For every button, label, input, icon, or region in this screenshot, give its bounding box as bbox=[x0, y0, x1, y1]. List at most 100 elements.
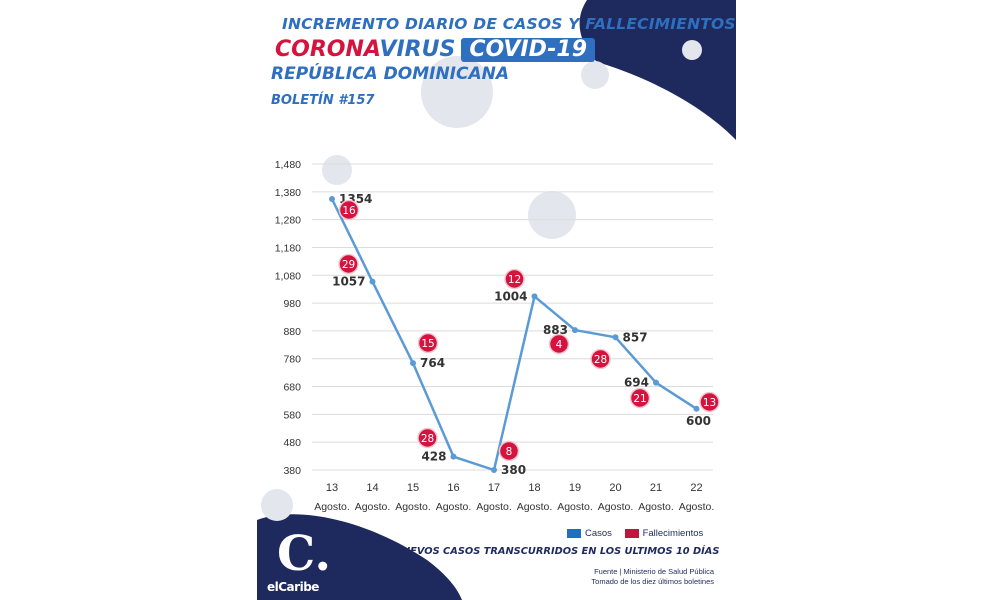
data-point-fallecimientos bbox=[417, 427, 438, 449]
data-label-casos: 428 bbox=[421, 450, 446, 464]
data-point-casos bbox=[531, 293, 538, 300]
legend-item-casos: Casos bbox=[567, 528, 612, 539]
coronavirus-title: CORONAVIRUS COVID-19 bbox=[275, 37, 596, 63]
data-label-casos: 1004 bbox=[494, 289, 527, 303]
virus-icon bbox=[581, 61, 609, 89]
data-label-fallecimientos: 28 bbox=[594, 354, 607, 366]
infographic-poster: INCREMENTO DIARIO DE CASOS Y FALLECIMIEN… bbox=[257, 0, 736, 600]
top-right-navy-shape bbox=[579, 0, 736, 140]
y-tick-label: 1,380 bbox=[275, 187, 301, 199]
x-tick-label: 21 bbox=[650, 482, 662, 494]
x-tick-sublabel: Agosto. bbox=[436, 501, 472, 513]
x-tick-label: 20 bbox=[609, 482, 621, 494]
data-label-fallecimientos: 29 bbox=[342, 259, 355, 271]
logo-letter: C. bbox=[277, 526, 332, 582]
x-tick-label: 22 bbox=[690, 482, 702, 494]
data-point-fallecimientos bbox=[504, 268, 525, 290]
y-tick-label: 880 bbox=[283, 326, 301, 338]
data-point-casos bbox=[612, 334, 619, 341]
data-label-fallecimientos: 13 bbox=[703, 397, 716, 409]
background-decoration bbox=[257, 0, 736, 600]
x-tick-sublabel: Agosto. bbox=[476, 501, 512, 513]
data-point-fallecimientos bbox=[338, 199, 360, 221]
bulletin-number: BOLETÍN #157 bbox=[271, 93, 375, 108]
x-tick-sublabel: Agosto. bbox=[314, 501, 350, 513]
data-point-casos bbox=[491, 467, 497, 473]
data-point-fallecimientos bbox=[548, 333, 570, 355]
y-tick-label: 1,180 bbox=[275, 242, 301, 254]
x-tick-label: 19 bbox=[569, 482, 581, 494]
chart-title: INCREMENTO DIARIO DE CASOS Y FALLECIMIEN… bbox=[282, 15, 736, 33]
data-label-fallecimientos: 16 bbox=[342, 205, 356, 217]
legend-swatch-fallecimientos bbox=[624, 529, 639, 538]
data-label-casos: 694 bbox=[624, 376, 649, 390]
virus-word: VIRUS bbox=[379, 37, 456, 62]
data-label-fallecimientos: 12 bbox=[508, 274, 521, 286]
series-line-casos bbox=[330, 198, 698, 472]
country-title: REPÚBLICA DOMINICANA bbox=[271, 64, 510, 84]
data-point-fallecimientos bbox=[417, 332, 439, 354]
data-point-fallecimientos bbox=[629, 387, 651, 409]
virus-icon bbox=[421, 56, 493, 128]
data-label-casos: 380 bbox=[501, 463, 526, 477]
x-tick-sublabel: Agosto. bbox=[395, 501, 431, 513]
y-tick-label: 580 bbox=[283, 409, 301, 421]
data-label-fallecimientos: 15 bbox=[421, 338, 434, 350]
virus-icon bbox=[528, 191, 576, 239]
x-tick-sublabel: Agosto. bbox=[557, 501, 593, 513]
covid-badge: COVID-19 bbox=[461, 38, 596, 62]
y-tick-label: 980 bbox=[283, 298, 301, 310]
corona-word: CORONA bbox=[275, 37, 380, 62]
x-tick-sublabel: Agosto. bbox=[355, 501, 391, 513]
data-label-casos: 857 bbox=[623, 330, 648, 344]
x-tick-label: 18 bbox=[528, 482, 540, 494]
legend-swatch-casos bbox=[567, 529, 581, 538]
data-point-fallecimientos bbox=[338, 253, 359, 275]
logo-wordmark: elCaribe bbox=[267, 580, 319, 594]
data-label-casos: 764 bbox=[420, 356, 445, 370]
data-point-fallecimientos bbox=[590, 348, 611, 370]
virus-icon bbox=[682, 40, 702, 60]
data-point-casos bbox=[450, 453, 457, 460]
data-point-casos bbox=[329, 196, 335, 203]
y-tick-label: 1,280 bbox=[275, 215, 301, 227]
data-label-fallecimientos: 28 bbox=[421, 433, 434, 445]
data-point-casos bbox=[653, 379, 659, 386]
y-tick-label: 780 bbox=[283, 354, 301, 366]
data-label-fallecimientos: 21 bbox=[633, 393, 646, 405]
line-chart: 380 480 580 680 780 880 980 1,080 1,180 1,280 1,38… bbox=[275, 159, 720, 513]
legend-label-fallecimientos: Fallecimientos bbox=[642, 528, 704, 539]
x-tick-sublabel: Agosto. bbox=[679, 501, 715, 513]
bottom-left-navy-shape bbox=[257, 514, 462, 600]
virus-icon bbox=[261, 489, 293, 521]
source-line-1: Fuente | Ministerio de Salud Pública bbox=[594, 567, 714, 576]
legend-item-fallecimientos: Fallecimientos bbox=[624, 528, 704, 539]
data-point-casos bbox=[693, 405, 700, 412]
x-tick-sublabel: Agosto. bbox=[517, 501, 553, 513]
data-point-fallecimientos bbox=[498, 440, 520, 462]
x-tick-label: 17 bbox=[488, 482, 500, 494]
x-tick-label: 13 bbox=[326, 482, 338, 494]
x-tick-sublabel: Agosto. bbox=[598, 501, 634, 513]
x-tick-sublabel: Agosto. bbox=[638, 501, 674, 513]
virus-icon bbox=[322, 155, 352, 185]
elcaribe-logo: C. elCaribe bbox=[263, 526, 339, 600]
source-line-2: Tomado de los diez últimos boletines bbox=[591, 577, 714, 586]
data-point-fallecimientos bbox=[699, 391, 720, 413]
data-label-casos: 600 bbox=[686, 414, 711, 428]
data-label-casos: 883 bbox=[543, 323, 568, 337]
data-label-fallecimientos: 8 bbox=[506, 446, 513, 458]
y-tick-label: 1,080 bbox=[275, 270, 301, 282]
y-tick-label: 1,480 bbox=[275, 159, 301, 171]
data-point-casos bbox=[572, 327, 578, 334]
data-label-fallecimientos: 4 bbox=[556, 339, 563, 351]
x-tick-label: 15 bbox=[407, 482, 419, 494]
chart-legend: Casos Fallecimientos bbox=[567, 528, 713, 541]
y-tick-label: 380 bbox=[283, 465, 301, 477]
data-point-casos bbox=[410, 360, 416, 367]
chart-subtitle: NUEVOS CASOS TRANSCURRIDOS EN LOS ULTIMO… bbox=[394, 546, 720, 557]
virus-decoration-icons bbox=[261, 40, 702, 521]
legend-label-casos: Casos bbox=[585, 528, 612, 539]
y-tick-label: 480 bbox=[283, 437, 301, 449]
data-label-casos: 1057 bbox=[332, 275, 365, 289]
